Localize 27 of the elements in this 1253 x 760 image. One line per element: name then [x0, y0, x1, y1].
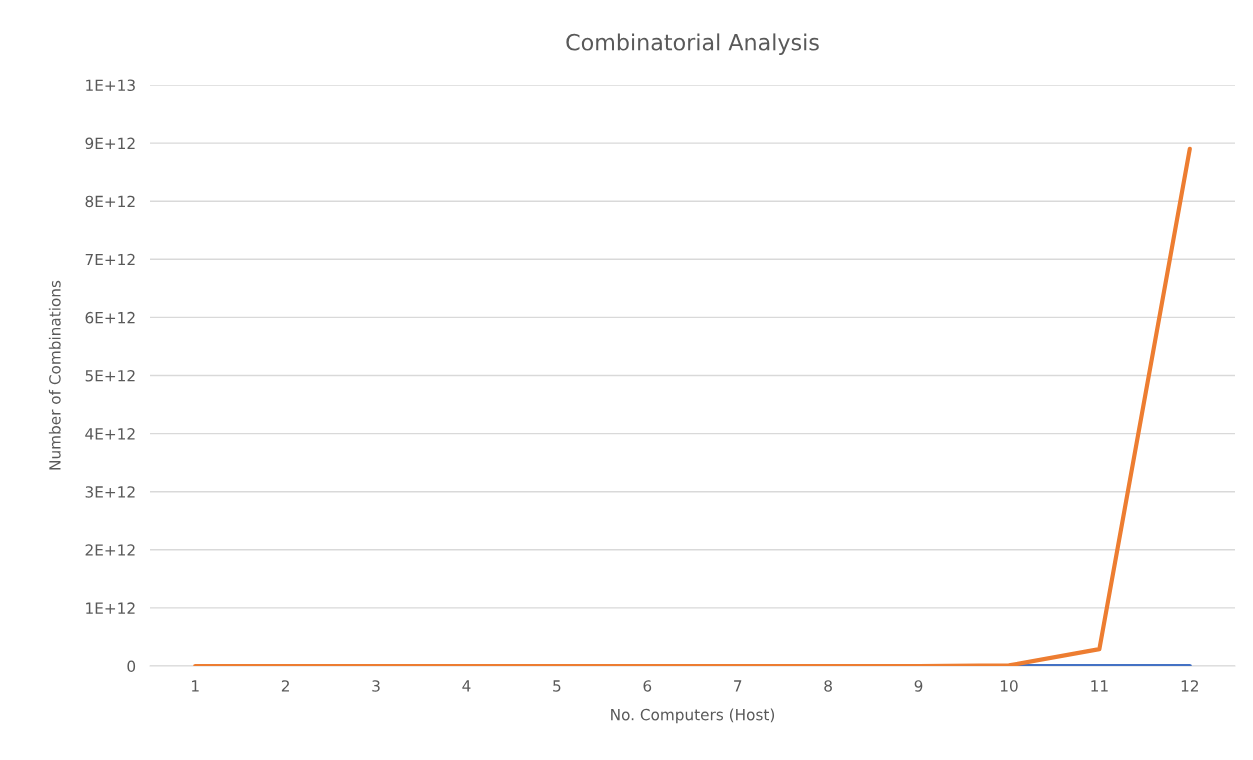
chart-title: Combinatorial Analysis	[566, 33, 819, 55]
x-tick-label: 9	[914, 680, 923, 692]
y-tick-label: 1E+12	[86, 602, 135, 614]
y-tick-label: 4E+12	[85, 428, 135, 440]
x-tick-label: 11	[1091, 680, 1108, 692]
y-axis-title: Number of Combinations	[48, 280, 61, 470]
x-tick-label: 7	[734, 680, 742, 692]
y-tick-label: 8E+12	[85, 195, 135, 208]
x-tick-label: 10	[1000, 680, 1018, 692]
x-tick-label: 2	[281, 680, 289, 692]
y-tick-label: 0	[127, 660, 136, 673]
x-tick-label: 12	[1181, 680, 1198, 692]
x-tick-label: 5	[553, 680, 561, 692]
y-tick-label: 6E+12	[85, 311, 135, 324]
y-tick-label: 9E+12	[85, 137, 135, 150]
y-tick-label: 2E+12	[85, 544, 135, 556]
y-tick-label: 7E+12	[85, 253, 135, 266]
line-series	[193, 146, 1192, 666]
y-tick-label: 3E+12	[85, 486, 135, 498]
x-tick-label: 6	[643, 680, 652, 692]
y-tick-label: 5E+12	[85, 369, 135, 382]
x-tick-label: 3	[372, 680, 380, 692]
x-axis-title: No. Computers (Host)	[611, 708, 775, 724]
x-tick-label: 1	[192, 680, 199, 692]
x-tick-label: 4	[462, 680, 471, 692]
x-tick-label: 8	[824, 680, 832, 692]
y-tick-label: 1E+13	[86, 79, 135, 92]
